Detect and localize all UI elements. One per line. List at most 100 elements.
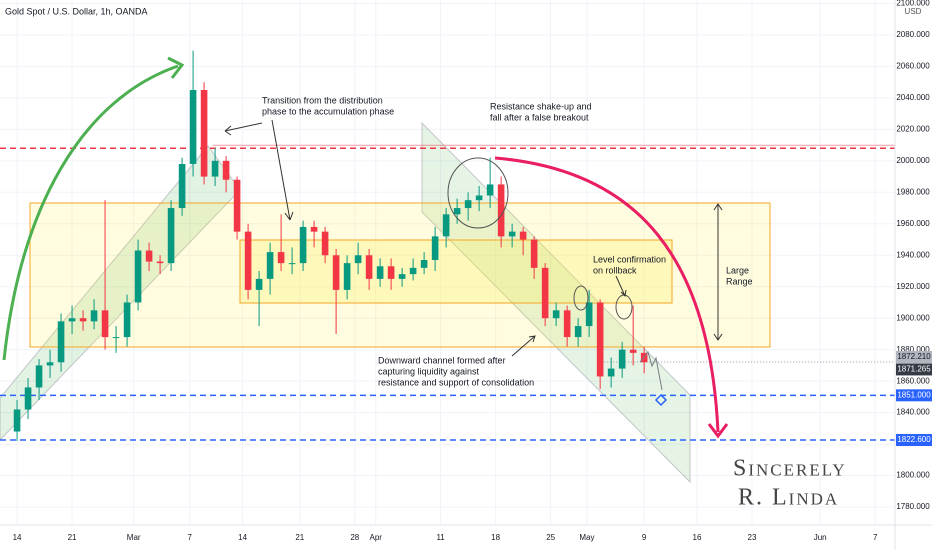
signature: Sincerely	[733, 456, 847, 482]
axes: 1780.0001800.0001820.0001840.0001860.000…	[13, 0, 932, 542]
x-tick-label: 9	[642, 533, 647, 542]
candle-body	[497, 184, 505, 237]
x-tick-label: 21	[295, 533, 304, 542]
candle-body	[123, 302, 131, 338]
pointer	[511, 335, 536, 357]
candle-body	[519, 231, 527, 240]
candle-body	[365, 255, 373, 279]
x-tick-label: 7	[188, 533, 193, 542]
price-label: 1822.600	[897, 435, 931, 444]
chart-title: Gold Spot / U.S. Dollar, 1h, OANDA	[5, 6, 148, 16]
candle-body	[354, 255, 362, 264]
x-tick-label: 7	[873, 533, 878, 542]
y-tick-label: 1960.000	[896, 219, 930, 228]
candle-body	[409, 267, 417, 275]
candle-body	[35, 365, 43, 388]
candle-body	[376, 266, 384, 279]
candle-body	[46, 362, 54, 366]
x-tick-label: Jun	[814, 533, 827, 542]
red-arrowhead	[707, 423, 729, 439]
y-tick-label: 2100.000	[896, 0, 930, 8]
x-tick-label: 16	[693, 533, 702, 542]
pointer	[615, 275, 627, 298]
green-arrowhead	[167, 56, 185, 79]
y-tick-label: 1840.000	[896, 408, 930, 417]
candle-body	[79, 318, 87, 322]
candle-body	[398, 274, 406, 279]
x-tick-label: 14	[13, 533, 22, 542]
candle-body	[332, 255, 340, 290]
x-tick-label: May	[579, 533, 594, 542]
candle-body	[552, 310, 560, 319]
y-tick-label: 1940.000	[896, 250, 930, 259]
levels	[0, 144, 895, 441]
red-arrow	[494, 156, 720, 433]
candle-body	[596, 302, 604, 377]
circle	[447, 157, 509, 229]
y-tick-label: 1780.000	[896, 502, 930, 511]
annotation: resistance and support of consolidation	[378, 377, 534, 387]
candle-body	[387, 266, 395, 279]
candle-body	[101, 310, 109, 338]
green-arrow	[2, 64, 179, 361]
candle-body	[442, 214, 450, 237]
price-label-box	[896, 434, 932, 447]
candle-body	[541, 267, 549, 319]
annotations: Transition from the distribution phase t…	[262, 95, 753, 387]
circle	[573, 285, 589, 311]
y-tick-label: 1900.000	[896, 313, 930, 322]
x-tick-label: 23	[748, 533, 757, 542]
candle-body	[563, 310, 571, 338]
annotation: Large	[726, 265, 749, 275]
candle-body	[211, 160, 219, 177]
candle-body	[618, 349, 626, 369]
x-tick-label: Apr	[369, 533, 382, 542]
candle-body	[90, 310, 98, 322]
candle-body	[486, 184, 494, 196]
y-tick-label: 1860.000	[896, 376, 930, 385]
candle-body	[607, 368, 615, 377]
candle-body	[464, 200, 472, 209]
candle-body	[288, 263, 296, 265]
range-arrow	[713, 203, 723, 341]
candle-body	[112, 337, 120, 339]
x-tick-label: 28	[350, 533, 359, 542]
candle-body	[343, 263, 351, 290]
x-tick-label: Mar	[127, 533, 141, 542]
candle-body	[57, 321, 65, 363]
candle-body	[244, 231, 252, 290]
candle-body	[508, 231, 516, 237]
annotation: fall after a false breakout	[490, 112, 589, 122]
signature: R. Linda	[738, 485, 839, 511]
y-tick-label: 1980.000	[896, 187, 930, 196]
price-label-box	[896, 389, 932, 402]
y-tick-label: 2060.000	[896, 62, 930, 71]
candle-body	[475, 195, 483, 201]
annotation: Downward channel formed after	[378, 355, 506, 365]
y-tick-label: 1880.000	[896, 345, 930, 354]
candle-body	[200, 90, 208, 177]
candle-body	[530, 239, 538, 268]
candle-body	[13, 409, 21, 432]
y-tick-label: 2000.000	[896, 156, 930, 165]
annotation: Transition from the distribution	[262, 95, 383, 105]
candle-body	[310, 226, 318, 232]
accumulation-box	[239, 239, 673, 304]
candle-body	[431, 236, 439, 260]
candle-body	[178, 163, 186, 209]
pointer	[271, 119, 294, 221]
candle-body	[453, 208, 461, 215]
annotation: Level confirmation	[593, 254, 666, 264]
candle-body	[189, 90, 197, 164]
candle-body	[222, 160, 230, 180]
candle-body	[68, 318, 76, 322]
x-tick-label: 18	[491, 533, 500, 542]
candle-body	[585, 302, 593, 327]
price-label: 1871.265	[897, 365, 931, 374]
y-tick-label: 2020.000	[896, 124, 930, 133]
x-tick-label: 11	[436, 533, 445, 542]
annotation: Range	[726, 276, 753, 286]
candles	[13, 50, 648, 441]
y-tick-label: 1800.000	[896, 471, 930, 480]
